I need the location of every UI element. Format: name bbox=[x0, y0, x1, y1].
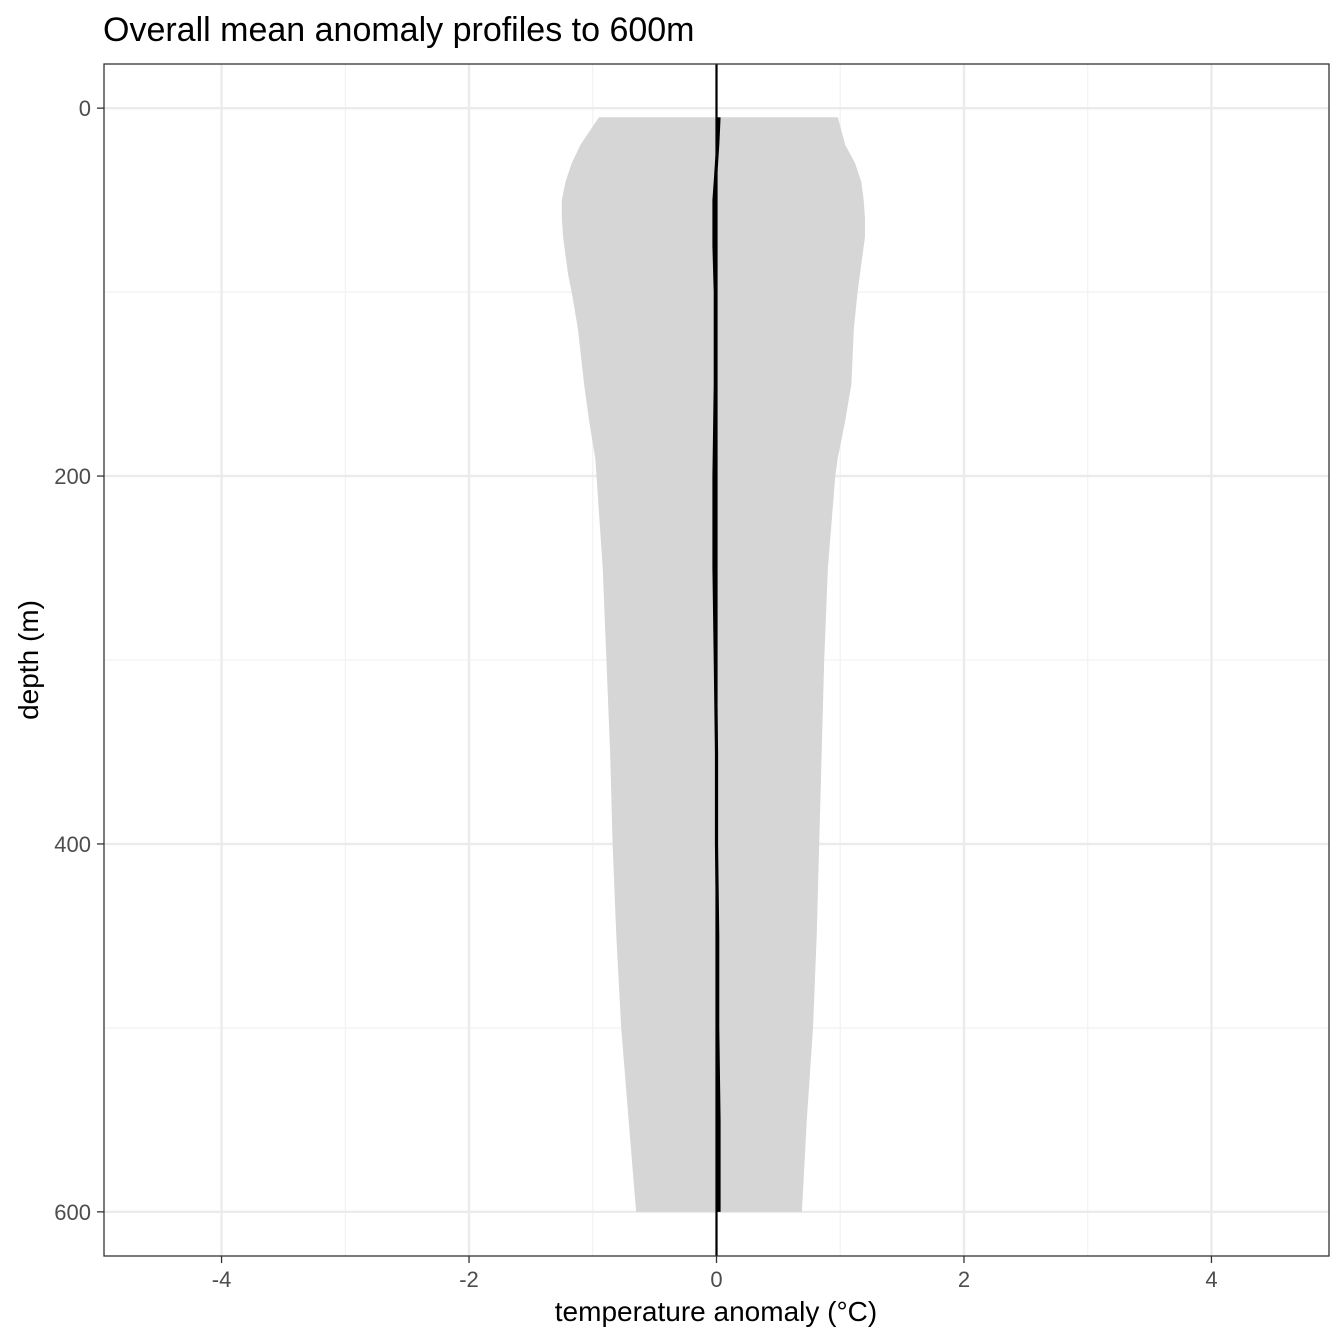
anomaly-ribbon-group bbox=[561, 117, 865, 1212]
y-axis: 0 200 400 600 bbox=[54, 96, 104, 1225]
x-tick-label: 4 bbox=[1205, 1267, 1217, 1292]
y-axis-title: depth (m) bbox=[13, 600, 44, 720]
y-tick-label: 600 bbox=[54, 1200, 91, 1225]
x-tick-label: 2 bbox=[958, 1267, 970, 1292]
y-tick-label: 400 bbox=[54, 832, 91, 857]
mean-profile-group bbox=[712, 64, 721, 1256]
y-tick-label: 200 bbox=[54, 464, 91, 489]
x-tick-label: -2 bbox=[459, 1267, 479, 1292]
chart-title: Overall mean anomaly profiles to 600m bbox=[103, 11, 695, 49]
x-tick-label: 0 bbox=[710, 1267, 722, 1292]
plot-panel bbox=[103, 63, 1330, 1257]
x-tick-label: -4 bbox=[212, 1267, 232, 1292]
anomaly-envelope-ribbon bbox=[561, 117, 865, 1212]
y-tick-label: 0 bbox=[79, 96, 91, 121]
x-axis-title: temperature anomaly (°C) bbox=[555, 1296, 877, 1327]
x-axis: -4 -2 0 2 4 bbox=[212, 1256, 1218, 1292]
